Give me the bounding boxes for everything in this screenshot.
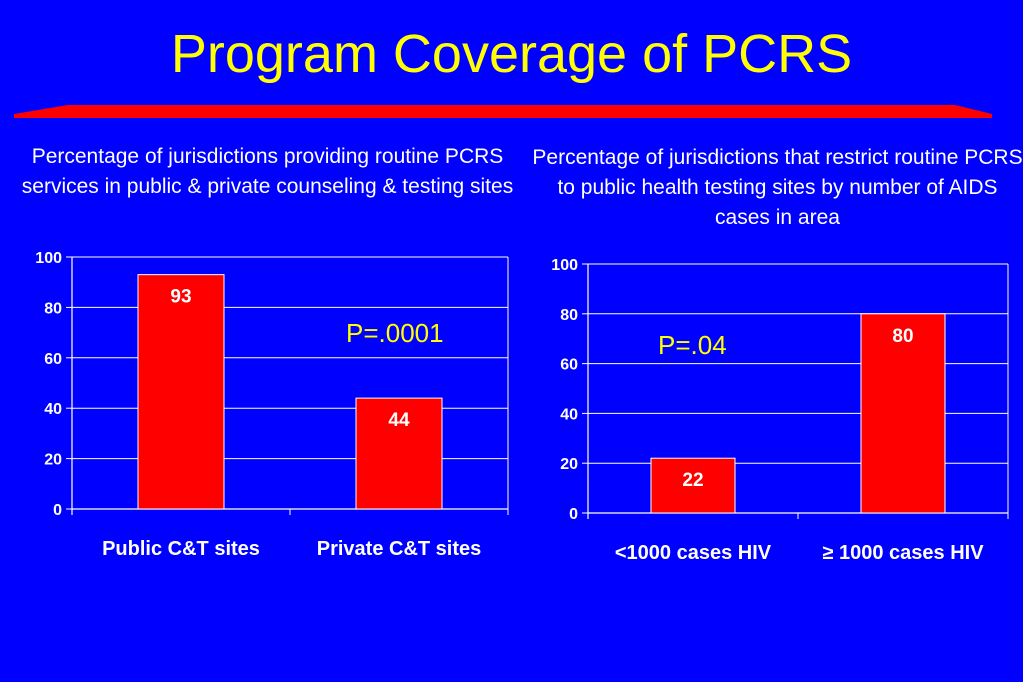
y-tick-label: 80 [44, 300, 62, 317]
x-category-label: Public C&T sites [102, 538, 260, 560]
bar-data-label: 80 [892, 326, 913, 347]
title-divider [14, 105, 992, 118]
left-chart-subtitle: Percentage of jurisdictions providing ro… [21, 145, 514, 198]
y-tick-label: 40 [560, 406, 578, 423]
bar-data-label: 93 [170, 287, 191, 308]
x-category-label: ≥ 1000 cases HIV [822, 542, 984, 564]
bar-data-label: 22 [682, 470, 703, 491]
bar [137, 274, 225, 510]
x-category-label: Private C&T sites [317, 538, 482, 560]
y-tick-label: 40 [44, 401, 62, 418]
y-tick-label: 100 [35, 250, 62, 267]
bar [355, 397, 443, 510]
y-tick-label: 100 [551, 257, 578, 274]
bar [650, 457, 736, 514]
slide-title: Program Coverage of PCRS [170, 24, 853, 84]
right-chart-subtitle: Percentage of jurisdictions that restric… [532, 146, 1023, 229]
right-p-value: P=.04 [658, 330, 727, 360]
y-tick-label: 80 [560, 307, 578, 324]
left-p-value: P=.0001 [346, 318, 444, 348]
y-tick-label: 20 [560, 456, 578, 473]
y-tick-label: 0 [53, 502, 62, 519]
y-tick-label: 60 [44, 351, 62, 368]
bar [860, 313, 946, 514]
y-tick-label: 0 [569, 506, 578, 523]
y-tick-label: 20 [44, 452, 62, 469]
x-category-label: <1000 cases HIV [615, 542, 772, 564]
y-tick-label: 60 [560, 357, 578, 374]
bar-data-label: 44 [388, 410, 410, 431]
